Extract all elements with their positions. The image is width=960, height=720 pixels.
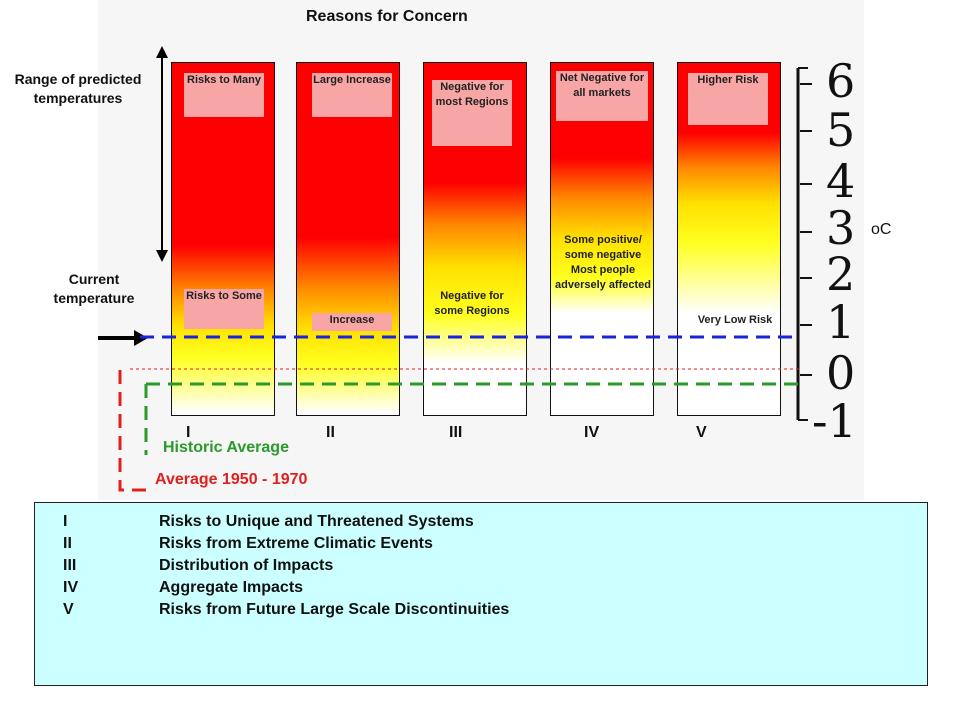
legend-numeral-3: III — [63, 557, 77, 574]
range-arrow — [156, 46, 168, 262]
column-3-bar: Negative for most Regions Negative for s… — [423, 62, 527, 416]
column-3-numeral: III — [449, 424, 463, 441]
column-2-bottom-box: Increase — [312, 313, 392, 331]
column-3-top-box: Negative for most Regions — [432, 80, 512, 146]
column-4-bottom-box: Some positive/ some negative Most people… — [555, 234, 651, 291]
average-1950-1970-bracket — [118, 370, 150, 492]
range-label: Range of predicted temperatures — [14, 71, 142, 106]
diagram-title: Reasons for Concern — [306, 8, 468, 25]
unit-label: oC — [871, 221, 892, 238]
column-1-bar: Risks to Many Risks to Some — [171, 62, 275, 416]
scale-label-0: 0 — [826, 346, 856, 400]
legend-numeral-4: IV — [63, 579, 79, 596]
column-4-numeral: IV — [584, 424, 600, 441]
scale-label-4: 4 — [826, 154, 856, 208]
legend-box: I Risks to Unique and Threatened Systems… — [34, 502, 928, 686]
column-3-bottom-box: Negative for some Regions — [434, 290, 510, 317]
current-temperature-label: Current temperature — [53, 271, 135, 306]
column-5-top-box: Higher Risk — [688, 73, 768, 125]
column-5-bottom-box: Very Low Risk — [697, 314, 773, 326]
legend-text-3: Distribution of Impacts — [159, 557, 334, 574]
scale-label-6: 6 — [826, 54, 856, 108]
scale-label-5: 5 — [826, 103, 856, 157]
legend-numeral-1: I — [63, 513, 68, 530]
column-1-numeral: I — [186, 424, 191, 441]
scale-label-minus-1: -1 — [812, 394, 857, 448]
scale-label-2: 2 — [826, 247, 856, 301]
column-2-bar: Large Increase Increase — [296, 62, 400, 416]
legend-text-4: Aggregate Impacts — [159, 579, 304, 596]
temperature-scale-axis — [796, 67, 812, 421]
legend-text-2: Risks from Extreme Climatic Events — [159, 535, 433, 552]
column-4-top-box: Net Negative for all markets — [556, 71, 648, 121]
average-1950-1970-label: Average 1950 - 1970 — [155, 471, 308, 488]
column-1-top-box: Risks to Many — [184, 73, 264, 117]
scale-label-3: 3 — [826, 201, 856, 255]
legend-text-1: Risks to Unique and Threatened Systems — [159, 513, 474, 530]
column-4-bar: Net Negative for all markets Some positi… — [550, 62, 654, 416]
column-1-bottom-box: Risks to Some — [184, 289, 264, 329]
legend-numeral-5: V — [63, 601, 74, 618]
scale-label-1: 1 — [826, 295, 856, 349]
column-2-top-box: Large Increase — [312, 73, 392, 117]
reference-lines — [118, 335, 800, 492]
column-5-bar: Higher Risk Very Low Risk — [677, 62, 781, 416]
legend-numeral-2: II — [63, 535, 72, 552]
historic-average-label: Historic Average — [163, 439, 289, 456]
column-5-numeral: V — [696, 424, 707, 441]
legend-text-5: Risks from Future Large Scale Discontinu… — [159, 601, 510, 618]
column-2-numeral: II — [326, 424, 335, 441]
